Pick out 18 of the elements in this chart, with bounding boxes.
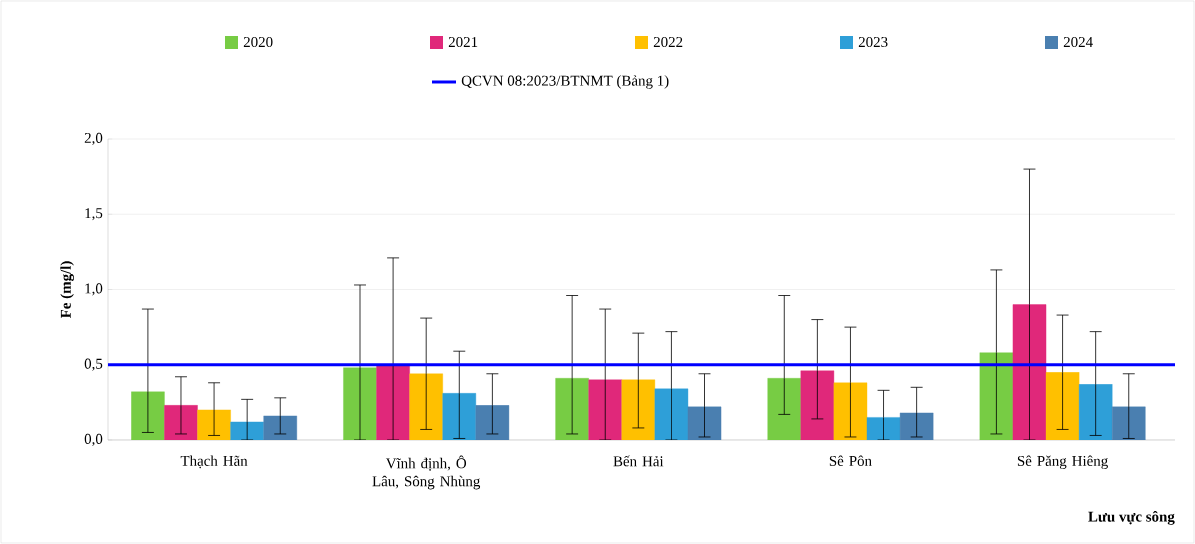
y-tick-label: 1,5 xyxy=(85,208,103,221)
legend-label: 2024 xyxy=(1063,36,1093,48)
y-axis-title: Fe (mg/l) xyxy=(60,261,74,319)
legend-label: QCVN 08:2023/BTNMT (Bảng 1) xyxy=(461,75,669,89)
x-tick-label: Sê Păng Hiêng xyxy=(1017,455,1108,470)
legend-label: 2020 xyxy=(243,36,273,48)
x-tick-label: Sê Pôn xyxy=(829,455,872,466)
legend-label: 2021 xyxy=(448,36,478,48)
legend-label: 2023 xyxy=(858,36,888,48)
x-tick-label: Vĩnh định, Ô Lâu, Sông Nhùng xyxy=(372,455,481,490)
y-tick-label: 0,5 xyxy=(84,358,103,371)
y-tick-label: 0,0 xyxy=(84,433,103,447)
y-tick-label: 1,0 xyxy=(85,283,103,296)
x-tick-label: Bến Hải xyxy=(613,455,664,467)
x-tick-label: Thạch Hãn xyxy=(180,455,248,469)
legend-label: 2022 xyxy=(653,36,683,48)
y-tick-label: 2,0 xyxy=(84,132,103,146)
x-axis-title: Lưu vực sông xyxy=(1088,510,1175,525)
